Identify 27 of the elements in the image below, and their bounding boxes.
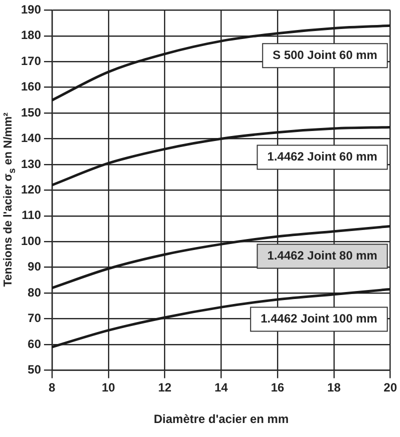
- y-tick-label: 90: [28, 260, 42, 274]
- y-tick-label: 80: [28, 285, 42, 300]
- y-tick-label: 130: [20, 156, 42, 171]
- y-tick-label: 160: [20, 80, 42, 94]
- y-tick-label: 140: [20, 131, 42, 146]
- y-tick-label: 150: [20, 105, 42, 120]
- x-axis-title: Diamètre d'acier en mm: [154, 412, 289, 426]
- x-tick-label: 20: [384, 380, 398, 395]
- x-tick-label: 10: [102, 380, 116, 395]
- y-tick-label: 60: [28, 336, 42, 351]
- series-label: 1.4462 Joint 80 mm: [267, 248, 378, 263]
- x-tick-label: 16: [270, 380, 285, 395]
- series-label: 1.4462 Joint 100 mm: [260, 312, 378, 326]
- x-tick-label: 14: [214, 380, 228, 395]
- y-tick-label: 190: [20, 2, 42, 17]
- x-tick-label: 8: [48, 380, 56, 395]
- y-tick-label: 100: [20, 234, 42, 248]
- x-tick-label: 18: [327, 380, 341, 395]
- series-label: S 500 Joint 60 mm: [272, 48, 378, 62]
- y-tick-label: 70: [28, 311, 42, 326]
- x-tick-label: 12: [158, 380, 172, 395]
- y-tick-label: 170: [20, 54, 42, 68]
- y-tick-label: 50: [28, 362, 42, 377]
- y-tick-label: 110: [22, 208, 42, 222]
- y-tick-label: 180: [20, 28, 42, 42]
- series-label: 1.4462 Joint 60 mm: [267, 150, 378, 164]
- y-tick-label: 120: [20, 182, 42, 197]
